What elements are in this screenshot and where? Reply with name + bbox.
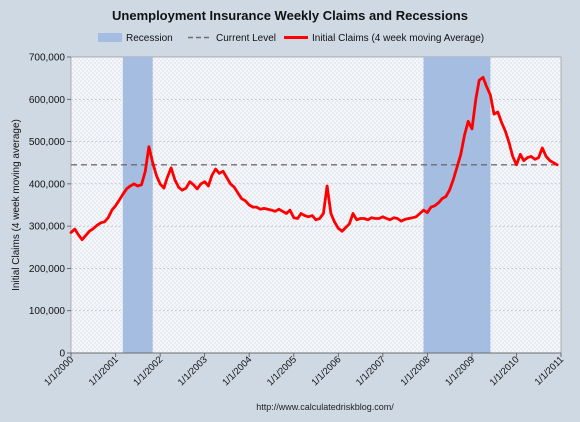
y-tick-label: 500,000 <box>29 137 66 148</box>
y-tick-label: 100,000 <box>29 306 66 317</box>
legend-item-current-level: Current Level <box>188 33 276 44</box>
legend-label-current-level: Current Level <box>216 33 276 44</box>
y-tick-label: 300,000 <box>29 222 66 233</box>
legend-label-recession: Recession <box>126 33 173 44</box>
series-lines <box>69 75 559 242</box>
chart-title: Unemployment Insurance Weekly Claims and… <box>112 8 468 23</box>
y-tick-label: 400,000 <box>29 179 66 190</box>
series-line-initial-claims <box>69 75 559 242</box>
legend-item-recession: Recession <box>98 33 173 44</box>
recession-band <box>122 57 153 353</box>
legend-swatch-recession <box>98 33 122 42</box>
legend: Recession Current Level Initial Claims (… <box>98 33 484 44</box>
y-tick-label: 700,000 <box>29 53 66 64</box>
y-tick-label: 0 <box>59 349 65 360</box>
legend-label-initial-claims: Initial Claims (4 week moving Average) <box>312 33 484 44</box>
legend-item-initial-claims: Initial Claims (4 week moving Average) <box>284 33 484 44</box>
recession-bands <box>122 57 491 353</box>
gridlines <box>71 98 561 312</box>
y-tick-label: 600,000 <box>29 95 66 106</box>
y-axis-label: Initial Claims (4 week moving average) <box>11 119 22 291</box>
source-url: http://www.calculatedriskblog.com/ <box>256 402 394 412</box>
y-tick-label: 200,000 <box>29 264 66 275</box>
y-axis: 0 100,000 200,000 300,000 400,000 500,000 600,… <box>29 53 71 360</box>
